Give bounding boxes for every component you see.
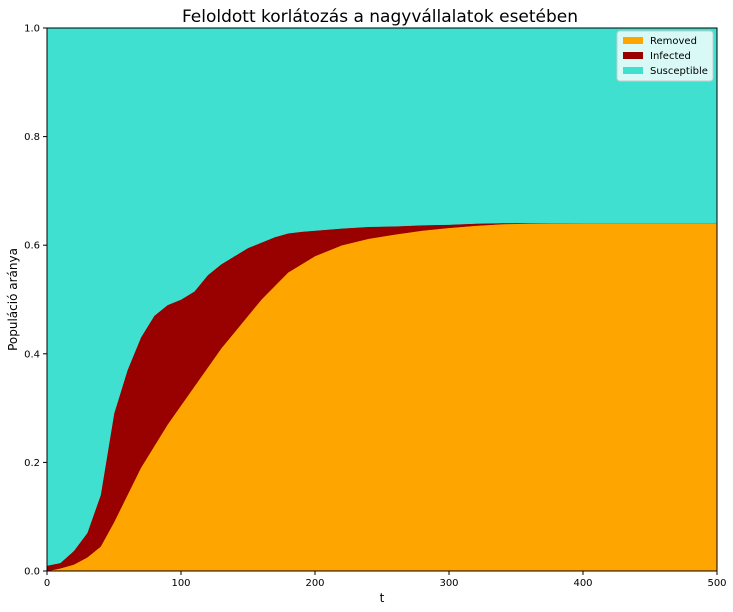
y-axis: 0.0 0.2 0.4 0.6 0.8 1.0 <box>24 24 47 578</box>
x-tick-label: 400 <box>573 578 592 589</box>
x-tick-label: 300 <box>439 578 458 589</box>
legend-label-infected: Infected <box>650 51 691 62</box>
legend-swatch-removed <box>623 37 643 44</box>
y-tick-label: 1.0 <box>24 24 40 35</box>
y-tick-label: 0.0 <box>24 567 40 578</box>
y-tick-label: 0.2 <box>24 458 40 469</box>
legend-swatch-susceptible <box>623 67 643 74</box>
chart-title: Feloldott korlátozás a nagyvállalatok es… <box>182 7 578 27</box>
legend-label-removed: Removed <box>650 36 697 47</box>
x-tick-label: 500 <box>707 578 726 589</box>
y-tick-label: 0.8 <box>24 132 40 143</box>
y-tick-label: 0.4 <box>24 349 40 360</box>
x-axis-label: t <box>380 591 385 605</box>
area-layers <box>46 27 718 572</box>
legend-label-susceptible: Susceptible <box>650 66 708 77</box>
x-tick-label: 200 <box>305 578 324 589</box>
x-tick-label: 0 <box>44 578 50 589</box>
x-axis: 0 100 200 300 400 500 <box>44 571 727 589</box>
y-axis-label: Populáció aránya <box>6 248 20 351</box>
y-tick-label: 0.6 <box>24 241 40 252</box>
legend: Removed Infected Susceptible <box>616 30 714 82</box>
plot-frame <box>46 27 718 572</box>
legend-swatch-infected <box>623 52 643 59</box>
x-tick-label: 100 <box>171 578 190 589</box>
